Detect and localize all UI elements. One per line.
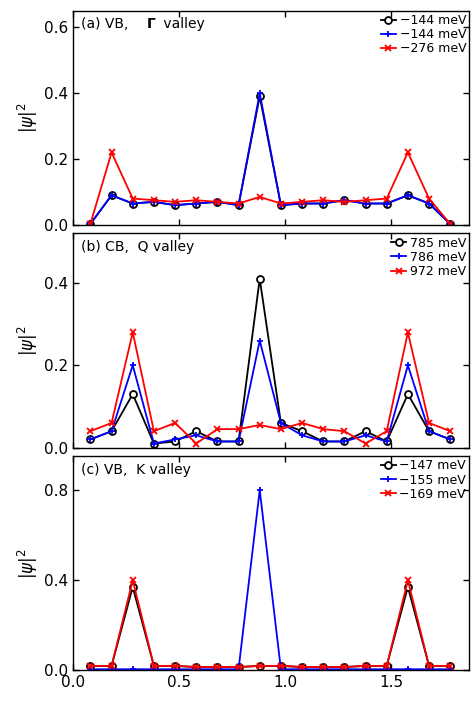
Legend: 785 meV, 786 meV, 972 meV: 785 meV, 786 meV, 972 meV <box>390 235 467 280</box>
Y-axis label: $|\psi|^2$: $|\psi|^2$ <box>16 326 40 356</box>
Legend: −144 meV, −144 meV, −276 meV: −144 meV, −144 meV, −276 meV <box>380 13 467 57</box>
Y-axis label: $|\psi|^2$: $|\psi|^2$ <box>16 548 40 579</box>
Text: (a) VB,: (a) VB, <box>82 17 133 31</box>
Legend: −147 meV, −155 meV, −169 meV: −147 meV, −155 meV, −169 meV <box>379 458 467 502</box>
Text: Γ: Γ <box>146 17 155 31</box>
Text: valley: valley <box>159 17 204 31</box>
Text: (c) VB,  K valley: (c) VB, K valley <box>82 462 191 477</box>
Text: (b) CB,  Q valley: (b) CB, Q valley <box>82 240 195 254</box>
Y-axis label: $|\psi|^2$: $|\psi|^2$ <box>16 103 40 133</box>
